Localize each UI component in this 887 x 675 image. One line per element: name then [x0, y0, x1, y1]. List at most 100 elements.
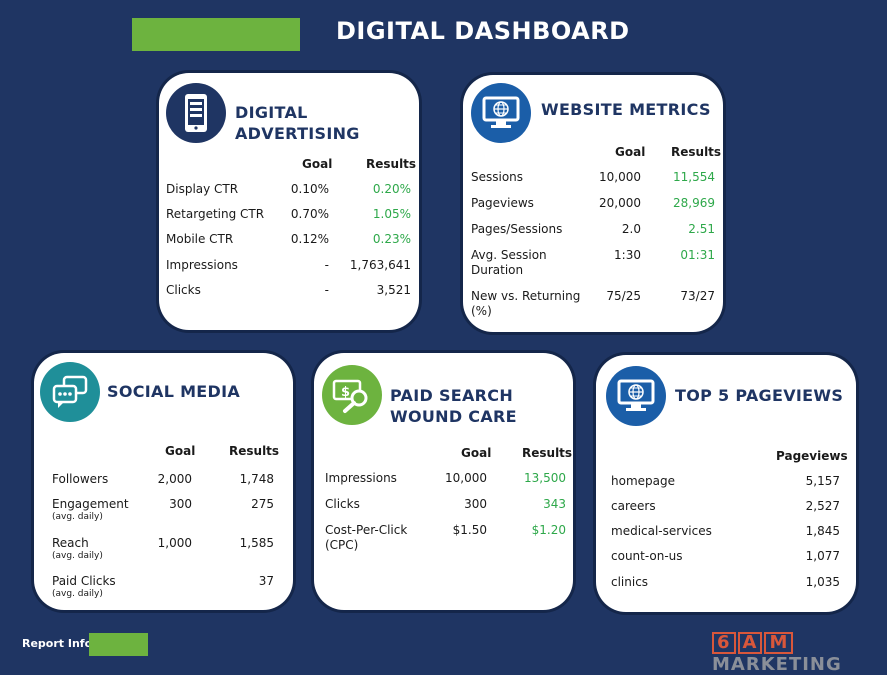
paid-search-title-line1: PAID SEARCH: [390, 386, 514, 405]
report-info-label: Report Info.: [22, 637, 97, 650]
page-value: 1,035: [805, 575, 840, 589]
pageviews-header: Pageviews: [776, 449, 848, 463]
paid-search-title-line2: WOUND CARE: [390, 407, 517, 426]
brand-logo: 6 A MMARKETING: [712, 632, 887, 675]
metric-result: 343: [543, 497, 566, 511]
metric-label: Sessions: [471, 170, 524, 184]
brand-box-3: M: [764, 632, 794, 654]
page-title: DIGITAL DASHBOARD: [336, 17, 630, 45]
metric-goal: 2.0: [621, 222, 641, 236]
top-pageviews-card: TOP 5 PAGEVIEWS Pageviews homepage 5,157…: [596, 355, 856, 612]
metric-label: Pages/Sessions: [471, 222, 563, 236]
results-header: Results: [366, 157, 417, 171]
metric-goal: 10,000: [445, 471, 487, 485]
metric-goal: -: [324, 283, 329, 297]
page-label: medical-services: [611, 524, 712, 538]
metric-sublabel: (avg. daily): [52, 551, 103, 561]
report-info-field: [89, 633, 148, 656]
goal-header: Goal: [165, 444, 196, 458]
header-accent-bar: [132, 18, 300, 51]
metric-goal: 75/25: [606, 289, 641, 303]
monitor-globe-icon: [606, 366, 666, 426]
metric-label-text: Engagement: [52, 497, 129, 511]
metric-sublabel: (avg. daily): [52, 589, 103, 599]
chat-bubbles-icon: [40, 362, 100, 422]
metric-result: $1.20: [531, 523, 566, 537]
metric-label: Avg. Session Duration: [471, 248, 547, 277]
metric-result: 28,969: [673, 196, 715, 210]
metric-label: Cost-Per-Click (CPC): [325, 523, 408, 552]
goal-header: Goal: [615, 145, 646, 159]
digital-advertising-card: DIGITAL ADVERTISING Goal Results Display…: [159, 73, 419, 330]
website-metrics-card: WEBSITE METRICS Goal Results Sessions 10…: [463, 75, 723, 332]
metric-label: Pageviews: [471, 196, 534, 210]
metric-goal: 300: [464, 497, 487, 511]
website-metrics-title: WEBSITE METRICS: [541, 100, 711, 119]
goal-header: Goal: [461, 446, 492, 460]
metric-label-text: Followers: [52, 472, 109, 486]
metric-label: Impressions: [166, 258, 238, 272]
metric-result: 1.05%: [372, 207, 411, 221]
page-label: homepage: [611, 474, 675, 488]
metric-goal: 10,000: [599, 170, 641, 184]
metric-result: 73/27: [680, 289, 715, 303]
brand-box-1: 6: [712, 632, 736, 654]
monitor-globe-icon: [471, 83, 531, 143]
metric-label: Clicks: [325, 497, 360, 511]
digital-advertising-title: DIGITAL ADVERTISING: [235, 103, 360, 143]
metric-result: 0.23%: [372, 232, 411, 246]
metric-goal: $1.50: [452, 523, 487, 537]
page-label: clinics: [611, 575, 649, 589]
metric-result: 1,585: [239, 536, 274, 550]
metric-result: 1,748: [239, 472, 274, 486]
metric-sublabel: (avg. daily): [52, 512, 103, 522]
metric-goal: 0.10%: [290, 182, 329, 196]
metric-goal: -: [324, 258, 329, 272]
results-header: Results: [671, 145, 722, 159]
metric-result: 11,554: [673, 170, 715, 184]
tablet-icon: [166, 83, 226, 143]
metric-result: 1,763,641: [349, 258, 411, 272]
page-value: 2,527: [805, 499, 840, 513]
metric-label: New vs. Returning (%): [471, 289, 581, 318]
metric-goal: 1:30: [614, 248, 641, 262]
metric-goal: 1,000: [157, 536, 192, 550]
metric-result: 275: [251, 497, 274, 511]
metric-result: 01:31: [680, 248, 715, 262]
metric-goal: 300: [169, 497, 192, 511]
metric-result: 37: [258, 574, 274, 588]
page-label: careers: [611, 499, 656, 513]
page-value: 1,077: [805, 549, 840, 563]
metric-result: 3,521: [376, 283, 411, 297]
metric-label: Clicks: [166, 283, 201, 297]
metric-label: Engagement (avg. daily): [52, 497, 129, 523]
page-label: count-on-us: [611, 549, 683, 563]
metric-label-text: Paid Clicks: [52, 574, 116, 588]
metric-label: Impressions: [325, 471, 397, 485]
social-media-card: SOCIAL MEDIA Goal Results Followers 2,00…: [34, 353, 293, 610]
metric-label: Mobile CTR: [166, 232, 234, 246]
metric-label: Paid Clicks (avg. daily): [52, 574, 116, 600]
page-value: 5,157: [805, 474, 840, 488]
metric-goal: 0.70%: [290, 207, 329, 221]
metric-label: Display CTR: [166, 182, 239, 196]
goal-header: Goal: [302, 157, 333, 171]
paid-search-title: PAID SEARCH WOUND CARE: [390, 385, 517, 427]
dollar-search-icon: $: [322, 365, 382, 425]
metric-goal: 0.12%: [290, 232, 329, 246]
top-pageviews-title: TOP 5 PAGEVIEWS: [675, 386, 844, 405]
metric-goal: 2,000: [157, 472, 192, 486]
metric-label-text: Reach: [52, 536, 89, 550]
svg-text:$: $: [341, 385, 350, 400]
metric-label: Retargeting CTR: [166, 207, 265, 221]
metric-result: 13,500: [524, 471, 566, 485]
metric-result: 0.20%: [372, 182, 411, 196]
page-value: 1,845: [805, 524, 840, 538]
social-media-title: SOCIAL MEDIA: [107, 382, 241, 401]
results-header: Results: [229, 444, 280, 458]
metric-label: Followers: [52, 472, 108, 487]
metric-goal: 20,000: [599, 196, 641, 210]
metric-result: 2.51: [688, 222, 715, 236]
paid-search-card: $ PAID SEARCH WOUND CARE Goal Results Im…: [314, 353, 573, 610]
results-header: Results: [522, 446, 573, 460]
